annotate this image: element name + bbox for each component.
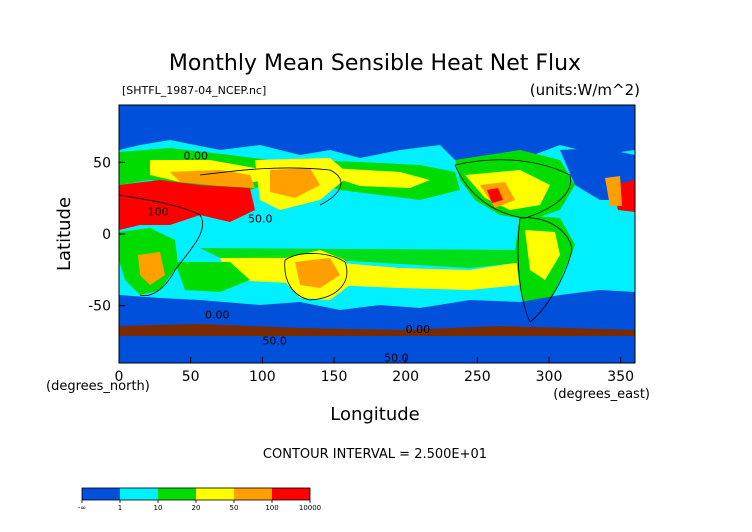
region-namerica-red <box>487 188 503 203</box>
region-samerica-yellow <box>525 230 560 280</box>
units-label: (units:W/m^2) <box>530 81 640 99</box>
file-label: [SHTFL_1987-04_NCEP.nc] <box>122 84 266 97</box>
color-legend: -∞ 1 10 20 50 100 10000 <box>78 487 321 512</box>
x-tick-label: 200 <box>392 369 419 385</box>
contour-label: 100 <box>148 205 169 218</box>
legend-swatch <box>234 488 272 500</box>
legend-bound-label: 50 <box>230 504 239 512</box>
contour-labels: 0.00 50.0 100 0.00 50.0 0.00 50.0 <box>148 149 431 365</box>
x-tick-label: 150 <box>321 369 348 385</box>
y-axis-ticks: 50 0 -50 <box>88 155 125 315</box>
legend-bound-label: -∞ <box>78 504 86 512</box>
coastline-lines <box>119 159 573 323</box>
region-southern-blue <box>119 290 635 330</box>
contour-label: 50.0 <box>262 334 287 347</box>
region-safrica-orange <box>138 252 165 285</box>
coastline-namerica <box>454 159 571 219</box>
x-axis-ticks: 0 50 100 150 200 250 300 350 <box>115 357 634 385</box>
coastline-samerica <box>517 217 573 323</box>
region-antarctica <box>119 336 635 363</box>
region-indian-green <box>175 262 250 292</box>
region-arctic-blue <box>119 105 635 165</box>
contour-label: 50.0 <box>384 352 409 365</box>
x-tick-label: 350 <box>607 369 634 385</box>
legend-swatch <box>158 488 196 500</box>
coastline-australia <box>284 253 348 301</box>
region-westasia-orange <box>605 176 622 206</box>
x-tick-label: 100 <box>249 369 276 385</box>
legend-swatch <box>196 488 234 500</box>
x-tick-label: 50 <box>182 369 200 385</box>
legend-bound-label: 100 <box>265 504 278 512</box>
legend-bound-label: 10000 <box>299 504 321 512</box>
y-tick-label: 50 <box>93 155 111 171</box>
contour-label: 0.00 <box>205 309 230 322</box>
region-tropics-green <box>200 248 525 268</box>
legend-bound-label: 1 <box>118 504 122 512</box>
legend-bound-label: 10 <box>154 504 163 512</box>
region-asia-orange <box>270 168 320 198</box>
legend-swatch <box>120 488 158 500</box>
flux-map <box>119 105 635 363</box>
region-australia-orange <box>295 258 340 288</box>
region-antarctic-edge <box>119 324 635 336</box>
contour-label: 50.0 <box>248 213 273 226</box>
y-unit-label: (degrees_north) <box>46 379 150 394</box>
contour-label: 0.00 <box>184 149 209 162</box>
legend-bound-label: 20 <box>192 504 201 512</box>
x-tick-label: 250 <box>464 369 491 385</box>
x-tick-label: 300 <box>536 369 563 385</box>
x-axis-label: Longitude <box>330 404 420 425</box>
coastline-eurasia <box>199 167 342 206</box>
contour-interval: CONTOUR INTERVAL = 2.500E+01 <box>263 447 487 462</box>
contour-label: 0.00 <box>406 323 431 336</box>
y-tick-label: 0 <box>102 227 111 243</box>
chart-title: Monthly Mean Sensible Heat Net Flux <box>169 51 581 76</box>
legend-swatch <box>82 488 120 500</box>
y-axis-label: Latitude <box>54 197 75 271</box>
coastline-africa <box>119 194 204 297</box>
x-unit-label: (degrees_east) <box>553 387 650 402</box>
region-sahara-red <box>119 180 255 230</box>
region-sahara-orange <box>170 170 255 188</box>
x-tick-label: 0 <box>115 369 124 385</box>
region-npacific-yellow <box>330 168 430 188</box>
y-tick-label: -50 <box>88 299 111 315</box>
legend-swatch <box>272 488 310 500</box>
